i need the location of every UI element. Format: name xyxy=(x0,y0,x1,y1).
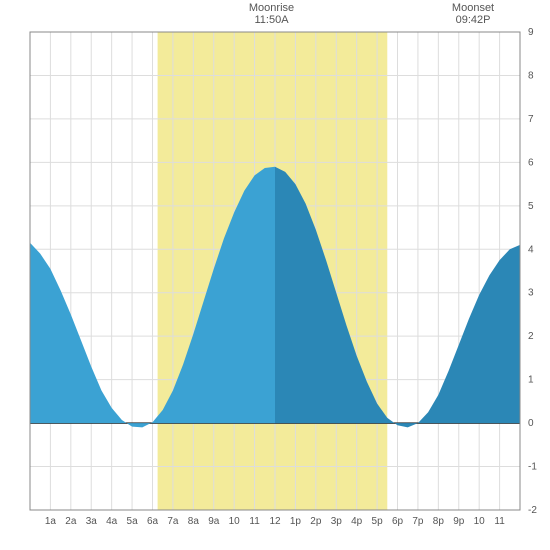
x-tick-label: 1p xyxy=(290,516,302,527)
y-tick-label: 9 xyxy=(528,27,534,38)
moonset-label-block: Moonset 09:42P xyxy=(443,2,503,26)
y-tick-label: 0 xyxy=(528,418,534,429)
x-tick-label: 4p xyxy=(351,516,363,527)
x-tick-label: 8a xyxy=(188,516,200,527)
x-tick-label: 10 xyxy=(474,516,486,527)
x-tick-label: 11 xyxy=(249,516,260,527)
x-tick-label: 6a xyxy=(147,516,159,527)
x-tick-label: 8p xyxy=(433,516,445,527)
y-tick-label: -1 xyxy=(528,462,537,473)
x-tick-label: 3a xyxy=(86,516,98,527)
y-tick-label: 2 xyxy=(528,331,534,342)
y-tick-label: 6 xyxy=(528,157,534,168)
y-tick-label: 5 xyxy=(528,201,534,212)
x-tick-label: 1a xyxy=(45,516,57,527)
tide-chart-container: Moonrise 11:50A Moonset 09:42P 1a2a3a4a5… xyxy=(0,0,550,550)
moonset-time: 09:42P xyxy=(443,14,503,26)
x-tick-label: 7a xyxy=(167,516,179,527)
moonrise-label-block: Moonrise 11:50A xyxy=(242,2,302,26)
x-tick-label: 5a xyxy=(127,516,139,527)
x-tick-label: 2a xyxy=(65,516,77,527)
x-tick-label: 12 xyxy=(269,516,281,527)
y-tick-label: 8 xyxy=(528,70,534,81)
y-tick-label: 4 xyxy=(528,244,534,255)
x-tick-label: 7p xyxy=(412,516,424,527)
y-tick-label: 3 xyxy=(528,288,534,299)
moonrise-label: Moonrise xyxy=(242,2,302,14)
moonset-label: Moonset xyxy=(443,2,503,14)
x-tick-label: 9a xyxy=(208,516,220,527)
y-tick-label: 7 xyxy=(528,114,534,125)
x-tick-label: 3p xyxy=(331,516,343,527)
x-tick-label: 11 xyxy=(494,516,505,527)
x-tick-label: 6p xyxy=(392,516,404,527)
x-tick-label: 4a xyxy=(106,516,118,527)
x-tick-label: 9p xyxy=(453,516,465,527)
x-tick-label: 2p xyxy=(310,516,322,527)
moonrise-time: 11:50A xyxy=(242,14,302,26)
x-tick-label: 5p xyxy=(372,516,384,527)
y-tick-label: -2 xyxy=(528,505,537,516)
y-tick-label: 1 xyxy=(528,375,534,386)
tide-chart: 1a2a3a4a5a6a7a8a9a1011121p2p3p4p5p6p7p8p… xyxy=(0,0,550,550)
x-tick-label: 10 xyxy=(229,516,241,527)
